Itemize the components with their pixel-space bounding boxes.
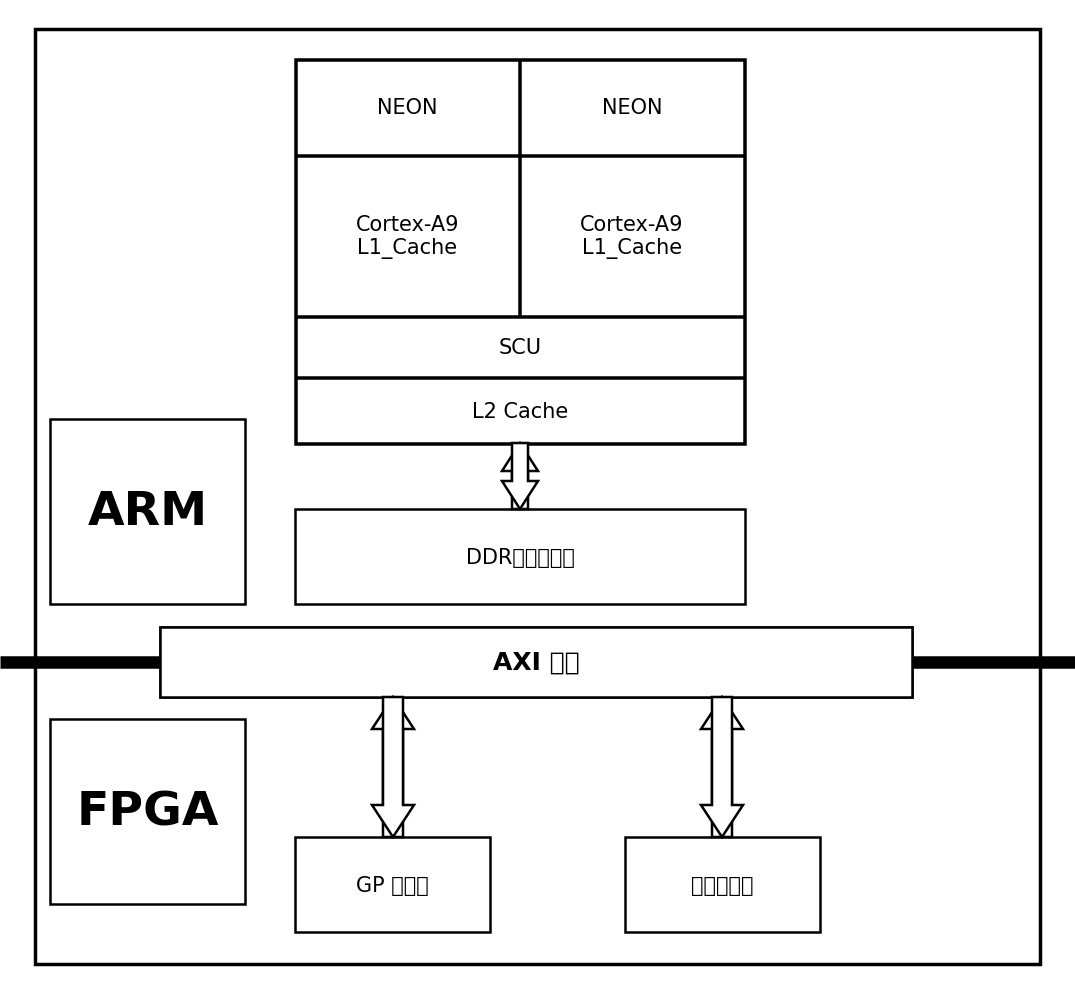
FancyArrow shape (701, 698, 743, 837)
FancyArrow shape (372, 698, 414, 837)
Bar (296, 61, 519, 156)
Bar (51, 720, 245, 905)
Text: DDR内存控制器: DDR内存控制器 (465, 547, 574, 567)
Bar (160, 627, 912, 698)
Text: Cortex-A9
L1_Cache: Cortex-A9 L1_Cache (580, 215, 684, 258)
Bar (520, 157, 744, 317)
Text: NEON: NEON (377, 98, 438, 118)
Bar (520, 61, 744, 156)
Bar (296, 318, 744, 378)
Text: GP 寄存器: GP 寄存器 (356, 875, 429, 895)
Text: AXI 总线: AXI 总线 (492, 650, 579, 674)
Bar (295, 60, 745, 444)
Bar (160, 627, 912, 698)
FancyArrow shape (701, 698, 743, 837)
Bar (296, 157, 519, 317)
Text: NEON: NEON (602, 98, 662, 118)
Bar (295, 837, 490, 932)
FancyArrow shape (502, 443, 538, 510)
Text: L2 Cache: L2 Cache (472, 402, 568, 421)
FancyArrow shape (372, 698, 414, 837)
Text: SCU: SCU (499, 338, 542, 358)
Text: Cortex-A9
L1_Cache: Cortex-A9 L1_Cache (356, 215, 459, 258)
Text: FPGA: FPGA (76, 789, 218, 834)
Bar (296, 379, 744, 443)
Bar (625, 837, 820, 932)
Bar (295, 510, 745, 604)
FancyArrow shape (502, 443, 538, 510)
Text: ARM: ARM (87, 489, 207, 535)
Bar (51, 419, 245, 604)
Text: 高速流数据: 高速流数据 (691, 875, 754, 895)
